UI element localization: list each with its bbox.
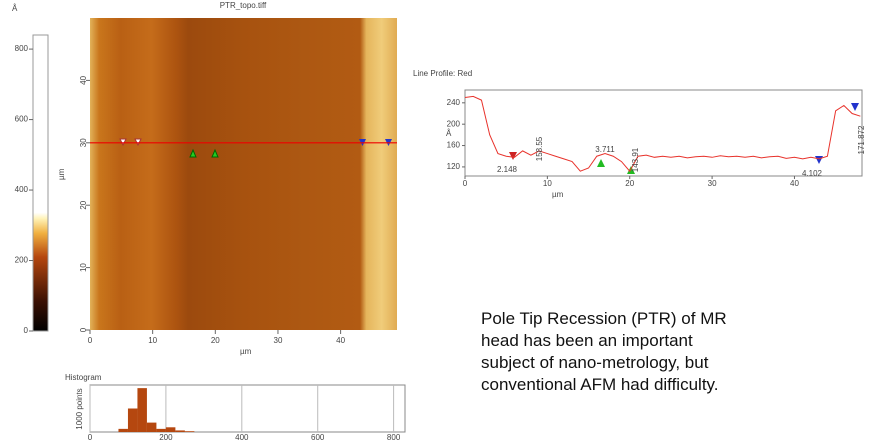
y-tick-label: 160	[447, 141, 461, 150]
image-title: PTR_topo.tiff	[220, 1, 267, 10]
histogram-bar	[175, 430, 185, 432]
caption-line: head has been an important	[481, 331, 693, 350]
histogram-bar	[165, 427, 176, 432]
colorbar-tick-label: 0	[24, 326, 29, 335]
y-tick-label: 120	[447, 162, 461, 171]
x-tick-label: 40	[336, 336, 345, 345]
y-tick-label: 0	[79, 327, 88, 332]
x-tick-label: 10	[543, 179, 552, 188]
y-tick-label: 30	[79, 138, 88, 147]
x-tick-label: 30	[274, 336, 283, 345]
y-tick-label: 10	[79, 263, 88, 272]
x-tick-label: 400	[235, 433, 249, 442]
histogram-bar	[137, 388, 147, 432]
afm-image	[90, 18, 397, 330]
profile-frame	[464, 89, 863, 177]
y-tick-label: 200	[447, 119, 461, 128]
x-tick-label: 20	[625, 179, 634, 188]
histogram-bar	[118, 428, 128, 432]
colorbar-tick-label: 600	[15, 115, 29, 124]
annotation: 143.91	[631, 147, 640, 172]
y-axis-label: 1000 points	[75, 388, 84, 429]
caption-line: conventional AFM had difficulty.	[481, 375, 719, 394]
x-tick-label: 0	[463, 179, 468, 188]
histogram-bar	[184, 431, 195, 432]
histogram-bar	[127, 408, 138, 432]
profile-trace	[464, 95, 861, 173]
caption-line: Pole Tip Recession (PTR) of MR	[481, 309, 727, 328]
y-axis-label: µm	[57, 168, 66, 180]
x-tick-label: 600	[311, 433, 325, 442]
x-tick-label: 200	[159, 433, 173, 442]
x-tick-label: 0	[88, 336, 93, 345]
x-tick-label: 800	[387, 433, 401, 442]
x-axis-label: µm	[240, 347, 252, 356]
x-tick-label: 40	[790, 179, 799, 188]
colorbar-tick-label: 800	[15, 44, 29, 53]
annotation: 4.102	[802, 169, 823, 178]
chart-title: Histogram	[65, 373, 102, 382]
colorbar	[32, 34, 49, 332]
x-axis-label: µm	[552, 190, 564, 199]
x-tick-label: 20	[211, 336, 220, 345]
annotation: 2.148	[497, 165, 518, 174]
x-tick-label: 0	[88, 433, 93, 442]
y-tick-label: 20	[79, 200, 88, 209]
y-tick-label: 40	[79, 75, 88, 84]
chart-title: Line Profile: Red	[413, 69, 472, 78]
y-tick-label: 240	[447, 98, 461, 107]
histogram-bar	[146, 422, 157, 432]
caption-line: subject of nano-metrology, but	[481, 353, 709, 372]
annotation: 3.711	[595, 145, 615, 154]
colorbar-unit: Å	[12, 4, 18, 13]
histogram-bar	[156, 428, 166, 432]
colorbar-tick-label: 400	[15, 185, 29, 194]
x-tick-label: 30	[708, 179, 717, 188]
y-axis-label: Å	[446, 129, 452, 138]
annotation: 171.872	[857, 125, 866, 154]
colorbar-tick-label: 200	[15, 256, 29, 265]
x-tick-label: 10	[148, 336, 157, 345]
annotation: 158.55	[535, 136, 544, 161]
cursors	[119, 103, 859, 174]
